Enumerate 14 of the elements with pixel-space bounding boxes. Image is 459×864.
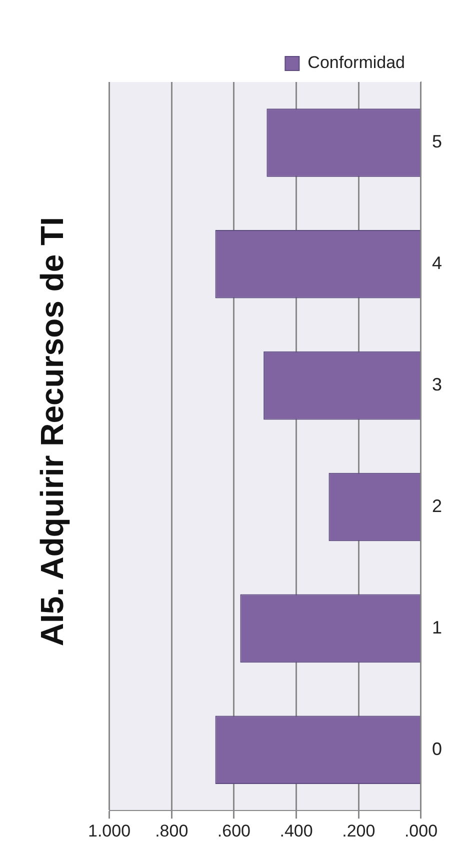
y-tick-label: 1 [432, 617, 442, 638]
x-tick-label: .600 [217, 821, 251, 840]
x-tick-label: .400 [280, 821, 313, 840]
legend-label: Conformidad [308, 53, 405, 72]
x-tick-label: .200 [342, 821, 376, 840]
y-tick-label: 3 [432, 374, 442, 395]
x-tick-label: .800 [155, 821, 188, 840]
text: AI5. Adquirir Recursos de TI [34, 217, 70, 647]
x-tick-label: .000 [404, 821, 438, 840]
y-tick-label: 4 [432, 253, 442, 274]
x-tick-label: 1.000 [88, 821, 131, 840]
y-tick-label: 0 [432, 738, 442, 759]
y-tick-label: 2 [432, 496, 442, 516]
y-tick-label: 5 [432, 132, 442, 152]
